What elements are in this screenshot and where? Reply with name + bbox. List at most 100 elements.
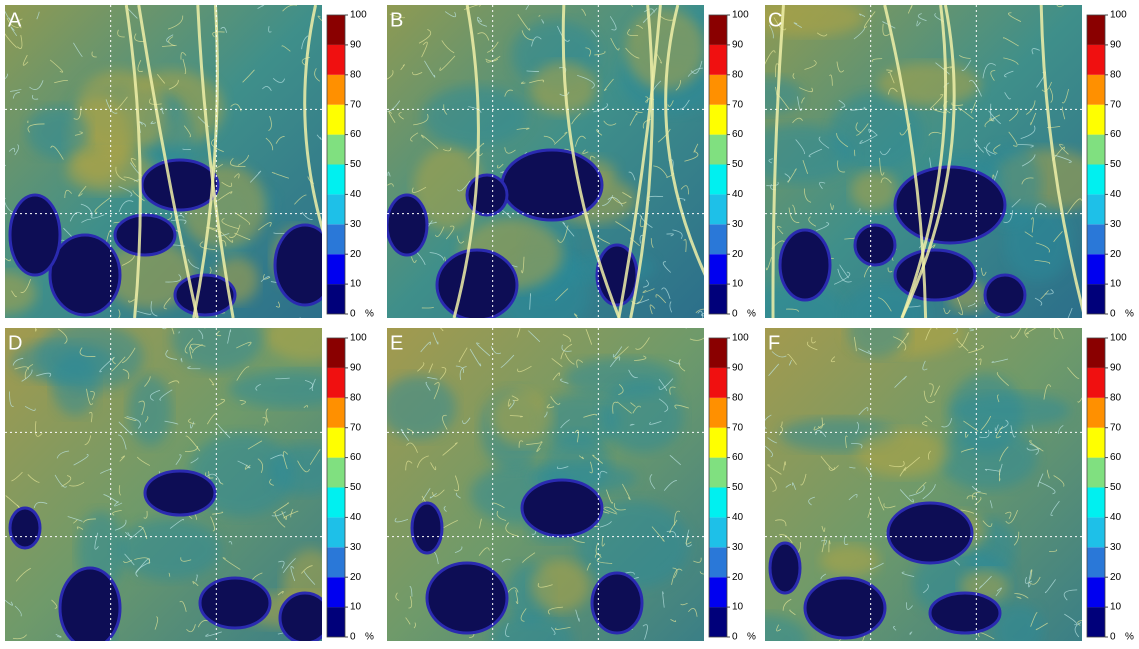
texture [491, 390, 552, 445]
colorbar-segment [1087, 428, 1105, 458]
nonperfusion [280, 593, 330, 643]
colorbar-tick-label: 40 [1110, 512, 1122, 523]
colorbar-tick-label: 90 [732, 40, 744, 51]
colorbar-tick-label: 0 [1110, 632, 1116, 643]
colorbar-tick-label: 100 [732, 10, 749, 21]
angiogram-image [723, 306, 1095, 644]
colorbar-tick-label: 80 [732, 392, 744, 403]
colorbar-unit: % [747, 632, 756, 643]
colorbar-unit: % [365, 309, 374, 320]
colorbar-segment [709, 428, 727, 458]
capillary [252, 0, 263, 5]
colorbar-segment [327, 15, 345, 45]
colorbar-tick-label: 0 [350, 632, 356, 643]
angiogram-image [728, 0, 1104, 348]
colorbar-segment [709, 488, 727, 518]
colorbar-tick-label: 30 [1110, 542, 1122, 553]
colorbar-tick-label: 60 [1110, 129, 1122, 140]
colorbar-tick-label: 90 [1110, 363, 1122, 374]
colorbar-segment [327, 607, 345, 637]
colorbar-tick-label: 50 [350, 159, 362, 170]
colorbar-tick-label: 10 [350, 279, 362, 290]
nonperfusion [412, 503, 442, 553]
panel-label: A [8, 9, 22, 31]
colorbar-tick-label: 30 [732, 542, 744, 553]
colorbar-tick-label: 30 [1110, 219, 1122, 230]
colorbar-tick-label: 30 [350, 542, 362, 553]
colorbar-tick-label: 20 [732, 572, 744, 583]
colorbar-segment [709, 607, 727, 637]
colorbar-segment [709, 135, 727, 165]
colorbar-tick-label: 70 [350, 422, 362, 433]
angiogram-image [380, 1, 744, 334]
capillary [28, 121, 29, 123]
colorbar-tick-label: 40 [732, 512, 744, 523]
colorbar-segment [327, 254, 345, 284]
colorbar-tick-label: 50 [732, 482, 744, 493]
texture [601, 380, 684, 452]
texture [851, 170, 898, 211]
colorbar-tick-label: 0 [350, 309, 356, 320]
nonperfusion [10, 508, 40, 548]
nonperfusion [502, 150, 602, 220]
nonperfusion [780, 230, 830, 300]
colorbar-segment [1087, 547, 1105, 577]
texture [128, 375, 171, 446]
colorbar-tick-label: 90 [1110, 40, 1122, 51]
colorbar-tick-label: 100 [350, 10, 367, 21]
colorbar-tick-label: 70 [350, 99, 362, 110]
colorbar-segment [327, 75, 345, 105]
colorbar-tick-label: 70 [732, 422, 744, 433]
colorbar-segment [327, 284, 345, 314]
colorbar-segment [327, 517, 345, 547]
colorbar-segment [327, 105, 345, 135]
colorbar-tick-label: 0 [732, 309, 738, 320]
nonperfusion [145, 471, 215, 515]
texture [856, 429, 949, 477]
colorbar-tick-label: 20 [350, 572, 362, 583]
nonperfusion [770, 543, 800, 593]
capillary [203, 318, 220, 328]
colorbar-segment [1087, 517, 1105, 547]
colorbar-segment [1087, 338, 1105, 368]
colorbar-tick-label: 80 [1110, 69, 1122, 80]
texture [531, 560, 590, 612]
capillary [0, 165, 6, 166]
nonperfusion [855, 225, 895, 265]
colorbar-tick-label: 80 [732, 69, 744, 80]
colorbar-tick-label: 30 [350, 219, 362, 230]
panel-label: F [768, 332, 780, 354]
colorbar-tick-label: 70 [1110, 422, 1122, 433]
colorbar-segment [1087, 75, 1105, 105]
texture [380, 375, 456, 439]
colorbar-tick-label: 40 [732, 189, 744, 200]
colorbar-tick-label: 100 [350, 333, 367, 344]
colorbar-segment [709, 165, 727, 195]
colorbar-segment [1087, 165, 1105, 195]
colorbar-tick-label: 50 [350, 482, 362, 493]
colorbar-tick-label: 20 [732, 249, 744, 260]
nonperfusion [522, 480, 602, 536]
colorbar-segment [1087, 254, 1105, 284]
panel-label: D [8, 332, 22, 354]
colorbar-segment [327, 458, 345, 488]
colorbar-unit: % [747, 309, 756, 320]
colorbar-segment [709, 45, 727, 75]
texture [118, 519, 221, 580]
colorbar-tick-label: 40 [350, 512, 362, 523]
colorbar-segment [709, 458, 727, 488]
colorbar-tick-label: 60 [732, 129, 744, 140]
nonperfusion [888, 503, 972, 563]
colorbar-segment [327, 398, 345, 428]
colorbar-segment [327, 45, 345, 75]
colorbar-segment [1087, 194, 1105, 224]
colorbar-segment [709, 284, 727, 314]
colorbar-segment [1087, 488, 1105, 518]
colorbar-segment [709, 224, 727, 254]
colorbar-segment [709, 517, 727, 547]
nonperfusion [142, 160, 218, 210]
colorbar-segment [709, 338, 727, 368]
colorbar-tick-label: 10 [1110, 279, 1122, 290]
colorbar-segment [1087, 458, 1105, 488]
